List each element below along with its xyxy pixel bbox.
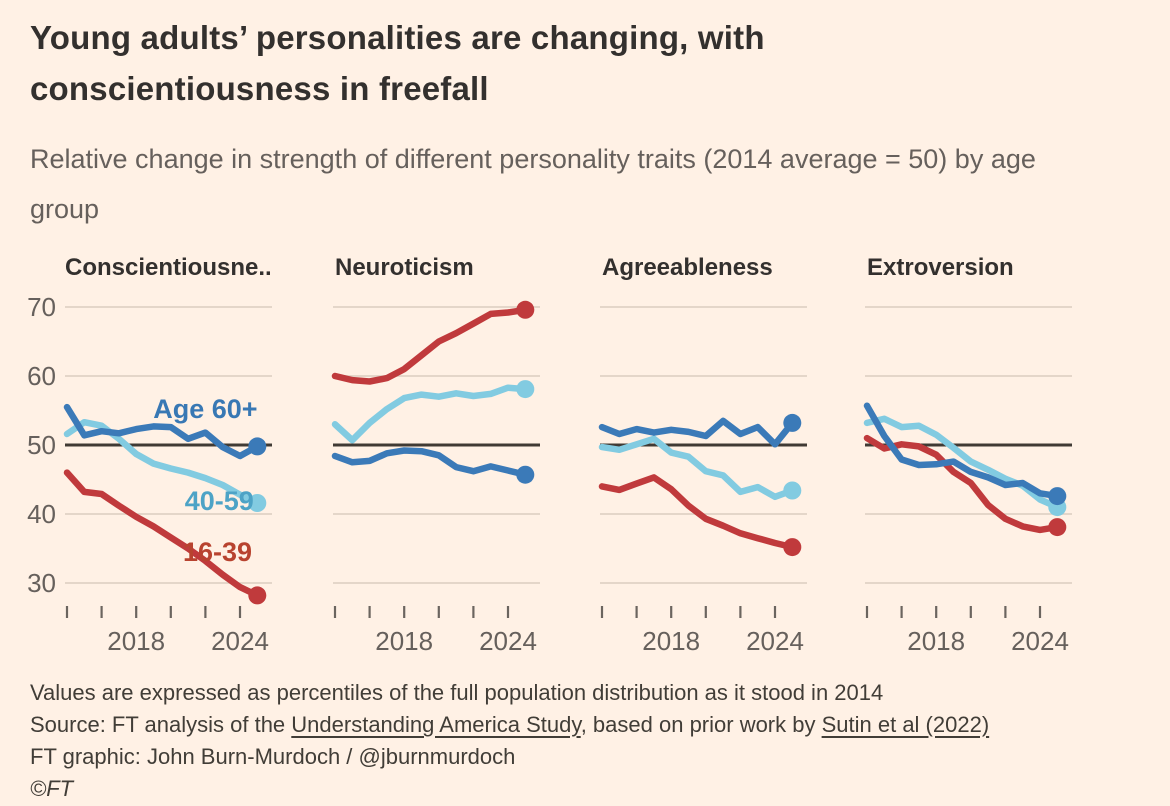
ft-copyright: ©FT	[30, 775, 74, 801]
source-link-sutin-et-al[interactable]: Sutin et al (2022)	[821, 711, 990, 737]
svg-text:Age 60+: Age 60+	[153, 394, 257, 424]
panel-title-neuroticism: Neuroticism	[335, 253, 474, 281]
chart-panel-extroversion: Extroversion 2018 2024	[863, 253, 1072, 667]
svg-text:40-59: 40-59	[185, 486, 254, 516]
credit-line: FT graphic: John Burn-Murdoch / @jburnmu…	[30, 743, 516, 769]
chart-panel-neuroticism: Neuroticism 2018 2024	[331, 253, 540, 667]
extroversion-chart: 2018 2024	[863, 306, 1072, 656]
chart-footer: Values are expressed as percentiles of t…	[30, 677, 1150, 805]
neuroticism-chart: 2018 2024	[331, 300, 540, 656]
svg-text:2018: 2018	[107, 626, 165, 656]
svg-text:2024: 2024	[746, 626, 804, 656]
panel-title-extroversion: Extroversion	[867, 253, 1014, 281]
chart-panel-conscientiousness: Conscientiousne... 2018 2024 30 40 50 60 70 Age…	[27, 253, 272, 667]
chart-header: Young adults’ personalities are changing…	[0, 0, 1170, 235]
conscientiousness-chart: 2018 2024 30 40 50 60 70 Age 60+ 40-59 16-39	[27, 292, 272, 656]
svg-text:30: 30	[27, 568, 56, 598]
svg-text:2018: 2018	[907, 626, 965, 656]
svg-text:40: 40	[27, 499, 56, 529]
source-link-understanding-america-study[interactable]: Understanding America Study	[291, 711, 581, 737]
source-mid: , based on prior work by	[580, 711, 822, 737]
svg-text:2018: 2018	[375, 626, 433, 656]
panel-title-conscientiousness: Conscientiousne...	[65, 253, 272, 281]
chart-panel-agreeableness: Agreeableness 2018 2024	[598, 253, 807, 667]
svg-text:16-39: 16-39	[183, 537, 252, 567]
svg-text:2018: 2018	[642, 626, 700, 656]
chart-title: Young adults’ personalities are changing…	[30, 19, 765, 108]
svg-text:2024: 2024	[1011, 626, 1069, 656]
source-prefix: Source: FT analysis of the	[30, 711, 292, 737]
svg-text:50: 50	[27, 430, 56, 460]
source-line: Source: FT analysis of the Understanding…	[30, 709, 1150, 741]
chart-subtitle: Relative change in strength of different…	[30, 143, 1036, 224]
agreeableness-chart: 2018 2024	[598, 306, 807, 656]
panel-title-agreeableness: Agreeableness	[602, 253, 773, 281]
svg-text:2024: 2024	[479, 626, 537, 656]
svg-text:2024: 2024	[211, 626, 269, 656]
small-multiples-row: Conscientiousne... 2018 2024 30 40 50 60 70 Age…	[27, 253, 1170, 667]
footnote: Values are expressed as percentiles of t…	[30, 679, 884, 705]
svg-text:70: 70	[27, 292, 56, 322]
svg-text:60: 60	[27, 361, 56, 391]
